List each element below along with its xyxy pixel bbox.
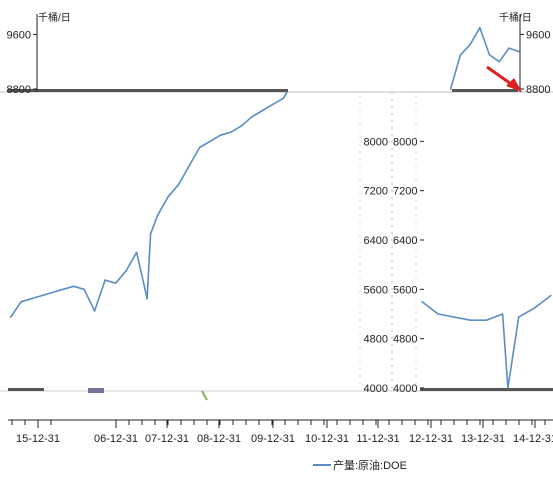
data-point-left-panel-7 — [83, 288, 85, 291]
main-tick-label-right-2: 6400 — [393, 235, 417, 247]
data-point-left-panel-28 — [286, 91, 288, 93]
legend-label: 产量:原油:DOE — [333, 458, 407, 472]
data-point-left-panel-5 — [62, 288, 64, 291]
upper-right-unit-label: 千桶/日 — [499, 11, 532, 24]
data-point-left-panel-16 — [167, 196, 169, 198]
main-tick-label-right-0: 8000 — [393, 136, 417, 148]
main-tick-label-right-3: 5600 — [393, 284, 417, 296]
data-point-left-panel-25 — [261, 109, 264, 112]
legend: 产量:原油:DOE — [313, 458, 407, 472]
x-tick-label-7: 12-12-31 — [409, 433, 453, 445]
data-point-left-panel-18 — [188, 165, 190, 167]
data-point-top-right-inset-3 — [479, 26, 481, 29]
data-point-right-panel-4 — [485, 319, 488, 322]
x-tick-label-2: 07-12-31 — [145, 433, 189, 445]
data-point-right-panel-3 — [469, 319, 472, 322]
lower-panel-band-left — [8, 388, 44, 391]
x-tick-label-1: 06-12-31 — [94, 433, 138, 445]
data-point-top-right-inset-2 — [469, 43, 471, 46]
x-tick-label-0: 15-12-31 — [16, 433, 60, 445]
data-point-top-right-inset-5 — [498, 60, 501, 63]
data-point-left-panel-21 — [219, 134, 222, 136]
main-tick-label-right-4: 4800 — [393, 334, 417, 346]
x-axis-ticks: 15-12-31 06-12-31 07-12-31 08-12-31 09-12-31… — [11, 420, 553, 445]
data-point-top-right-inset-0 — [449, 88, 452, 90]
main-tick-label-right-1: 7200 — [393, 186, 417, 198]
upper-panel-band-left — [8, 89, 288, 92]
data-point-left-panel-6 — [72, 285, 75, 288]
main-tick-label-left-4: 4800 — [364, 334, 388, 346]
x-tick-label-3: 08-12-31 — [197, 433, 241, 445]
data-point-left-panel-3 — [41, 294, 43, 297]
data-point-top-right-inset-1 — [459, 54, 462, 56]
x-tick-label-5: 10-12-31 — [305, 433, 349, 445]
data-point-left-panel-13 — [146, 297, 148, 300]
data-point-right-panel-5 — [501, 313, 504, 315]
data-point-top-right-inset-6 — [508, 47, 510, 49]
upper-panel-band-right — [452, 89, 518, 92]
series-line-right-panel — [421, 294, 552, 389]
data-point-right-panel-2 — [453, 316, 456, 318]
data-point-left-panel-17 — [177, 183, 180, 186]
series-lines — [9, 26, 552, 389]
data-point-right-panel-8 — [534, 307, 536, 309]
main-tick-label-left-2: 6400 — [364, 235, 388, 247]
data-point-left-panel-4 — [51, 291, 54, 294]
data-point-left-panel-14 — [149, 233, 152, 235]
x-tick-label-6: 11-12-31 — [356, 433, 399, 445]
series-line-top-right-inset — [449, 26, 519, 90]
main-tick-label-left-0: 8000 — [364, 136, 388, 148]
data-point-left-panel-8 — [93, 310, 96, 312]
upper-right-tick-label-0: 9600 — [526, 29, 550, 41]
upper-left-tick-label-0: 9600 — [7, 29, 31, 41]
data-point-left-panel-15 — [156, 214, 159, 217]
red-arrow-head — [506, 78, 522, 92]
data-point-left-panel-24 — [251, 115, 253, 118]
main-tick-label-right-5: 4000 — [393, 383, 417, 395]
upper-axis-ticks: 9600 8800 9600 8800 — [7, 29, 551, 96]
data-point-right-panel-0 — [421, 300, 423, 303]
main-axis: 8000 8000 7200 7200 6400 6400 5600 5600 4800 4800… — [364, 92, 424, 395]
data-point-left-panel-11 — [125, 270, 127, 272]
data-point-left-panel-12 — [135, 251, 138, 254]
data-point-left-panel-26 — [272, 103, 274, 106]
data-point-left-panel-10 — [114, 282, 117, 285]
x-tick-label-9: 14-12-31 — [513, 433, 553, 445]
data-point-right-panel-1 — [437, 313, 440, 315]
data-point-left-panel-20 — [209, 140, 211, 143]
data-point-right-panel-7 — [517, 316, 520, 318]
data-point-right-panel-6 — [507, 387, 509, 389]
data-point-left-panel-19 — [198, 146, 201, 149]
data-point-left-panel-27 — [282, 97, 285, 99]
data-point-right-panel-9 — [550, 294, 552, 297]
data-point-left-panel-23 — [240, 125, 243, 127]
upper-left-tick-label-1: 8800 — [7, 84, 31, 96]
data-point-left-panel-1 — [20, 300, 23, 303]
lower-panel-green-tick — [201, 390, 208, 401]
x-tick-label-4: 09-12-31 — [251, 433, 295, 445]
upper-right-tick-label-1: 8800 — [526, 84, 550, 96]
data-point-top-right-inset-4 — [488, 54, 491, 56]
main-tick-label-left-3: 5600 — [364, 284, 388, 296]
data-point-left-panel-0 — [9, 316, 12, 318]
data-point-left-panel-2 — [30, 297, 33, 300]
lower-panel-marker — [88, 388, 104, 393]
main-tick-label-left-5: 4000 — [364, 383, 388, 395]
data-point-left-panel-22 — [230, 131, 232, 133]
data-point-left-panel-9 — [104, 279, 106, 281]
data-point-top-right-inset-7 — [517, 50, 520, 53]
lower-panel-band-right — [420, 388, 553, 391]
upper-left-unit-label: 千桶/日 — [38, 11, 71, 24]
x-tick-label-8: 13-12-31 — [461, 433, 505, 445]
main-tick-label-left-1: 7200 — [364, 186, 388, 198]
